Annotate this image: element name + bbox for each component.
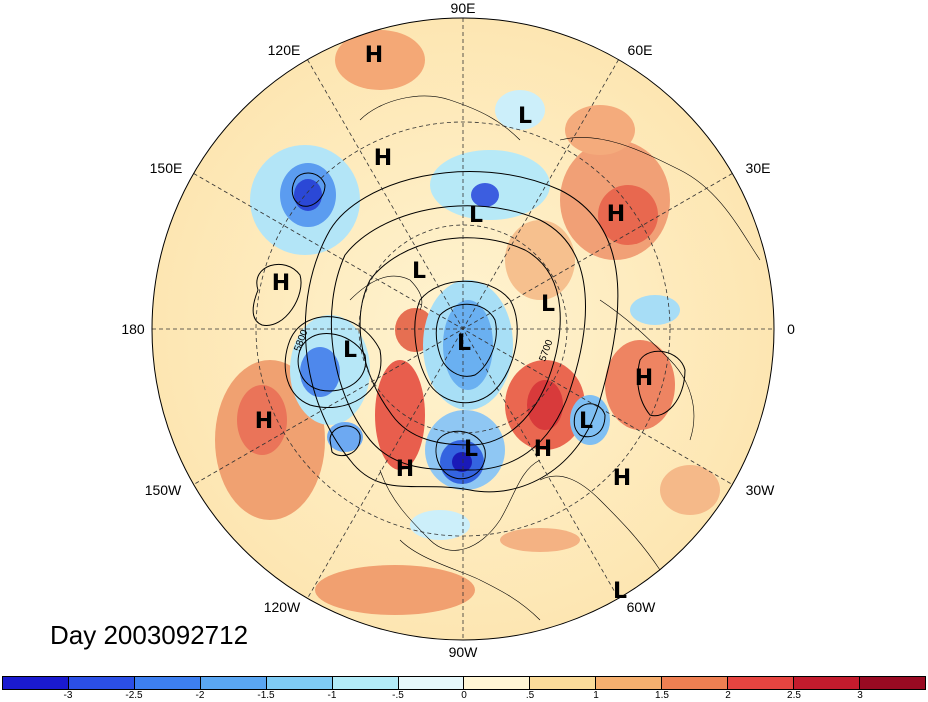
lat-lon-grid — [152, 18, 774, 640]
colorbar-segment — [266, 677, 333, 689]
lon-label-60e: 60E — [628, 42, 653, 58]
colorbar-labels: -3 -2.5 -2 -1.5 -1 -.5 0 .5 1 1.5 2 2.5 3 — [0, 690, 928, 702]
low-marker: L — [579, 409, 593, 434]
longitude-labels: 90E 60E 30E 0 30W 60W 90W 120W 150W 180 … — [121, 0, 795, 660]
high-marker: H — [365, 43, 383, 68]
colorbar-segment — [134, 677, 201, 689]
colorbar-segment — [398, 677, 465, 689]
low-marker: L — [412, 259, 426, 284]
coastlines — [349, 95, 761, 621]
lon-label-0: 0 — [787, 321, 795, 337]
high-marker: H — [272, 271, 290, 296]
lon-label-30w: 30W — [746, 482, 776, 498]
colorbar-segment — [596, 677, 663, 689]
colorbar-segment — [662, 677, 729, 689]
colorbar-tick-label: 1.5 — [655, 690, 669, 701]
low-marker: H — [613, 466, 631, 491]
colorbar-segment — [200, 677, 267, 689]
low-marker: L — [518, 104, 532, 129]
low-marker: L — [464, 437, 478, 462]
colorbar-tick-label: 2.5 — [787, 690, 801, 701]
colorbar — [2, 676, 926, 690]
colorbar-segment — [464, 677, 531, 689]
colorbar-segment — [728, 677, 795, 689]
low-marker: L — [469, 203, 483, 228]
low-marker: L — [541, 292, 555, 317]
colorbar-segment — [794, 677, 860, 689]
colorbar-segment — [859, 677, 925, 689]
colorbar-tick-label: -2 — [195, 690, 205, 701]
pressure-centers: H H L H L L H L H L L H H L L H H L L — [255, 43, 653, 604]
colorbar-tick-label: 2 — [725, 690, 731, 701]
low-marker: L — [343, 338, 357, 363]
colorbar-tick-label: 3 — [857, 690, 863, 701]
lon-label-90w: 90W — [449, 644, 479, 660]
high-marker: H — [635, 366, 653, 391]
lon-label-60w: 60W — [627, 599, 657, 615]
lon-label-90e: 90E — [451, 0, 476, 16]
high-marker: H — [374, 146, 392, 171]
low-marker: L — [457, 331, 471, 356]
high-marker: H — [607, 202, 625, 227]
colorbar-tick-label: -3 — [63, 690, 73, 701]
lon-label-30e: 30E — [746, 160, 771, 176]
colorbar-segment — [3, 677, 69, 689]
lon-label-180: 180 — [121, 321, 145, 337]
lon-label-120w: 120W — [264, 599, 301, 615]
lon-label-120e: 120E — [268, 42, 301, 58]
colorbar-tick-label: -2.5 — [125, 690, 143, 701]
colorbar-tick-label: -1 — [327, 690, 337, 701]
colorbar-tick-label: -1.5 — [257, 690, 275, 701]
date-title: Day 2003092712 — [50, 620, 249, 650]
high-marker: H — [534, 437, 552, 462]
colorbar-tick-label: 1 — [593, 690, 599, 701]
colorbar-tick-label: -.5 — [392, 690, 404, 701]
colorbar-segment — [332, 677, 399, 689]
lon-label-150w: 150W — [145, 482, 182, 498]
high-marker: H — [396, 457, 414, 482]
low-marker: L — [613, 579, 627, 604]
colorbar-tick-label: .5 — [525, 690, 535, 701]
high-marker: H — [255, 409, 273, 434]
colorbar-segment — [530, 677, 597, 689]
height-contours — [252, 171, 686, 493]
colorbar-segment — [68, 677, 135, 689]
map-boundary — [151, 17, 775, 641]
colorbar-tick-label: 0 — [461, 690, 467, 701]
lon-label-150e: 150E — [150, 160, 183, 176]
